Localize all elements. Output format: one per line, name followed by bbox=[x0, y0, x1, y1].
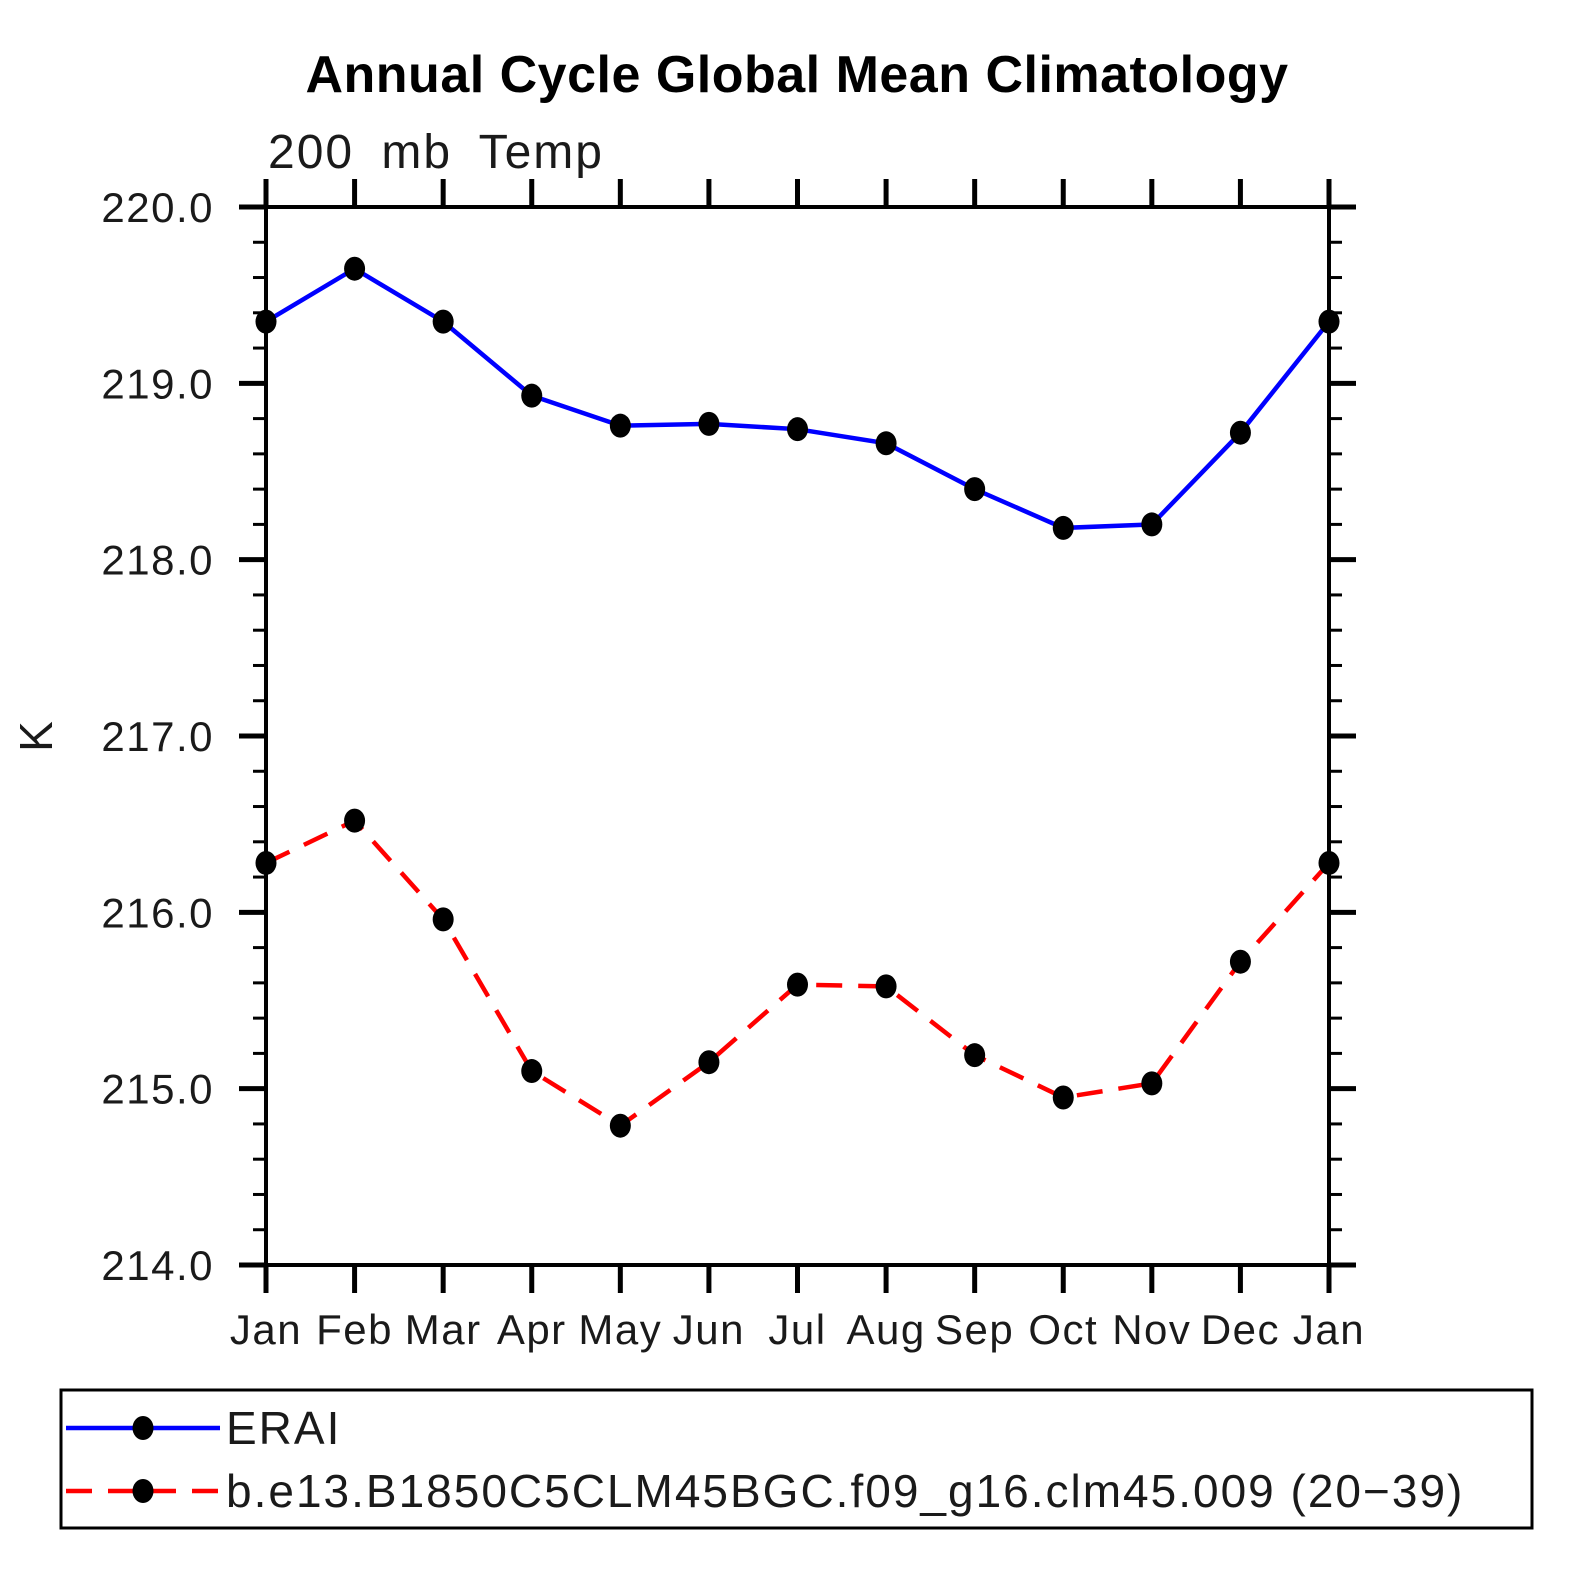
data-point-s1-Jan bbox=[255, 850, 277, 875]
y-tick-label: 216.0 bbox=[101, 889, 214, 936]
data-point-s0-Jan bbox=[255, 309, 277, 334]
x-tick-label: Jan bbox=[230, 1306, 302, 1353]
data-point-s0-Jan bbox=[1318, 309, 1340, 334]
legend-marker-0 bbox=[132, 1416, 154, 1440]
data-point-s1-Jun bbox=[698, 1050, 720, 1075]
chart-subtitle: 200 mb Temp bbox=[268, 126, 604, 179]
data-point-s1-Jan bbox=[1318, 850, 1340, 875]
series-group bbox=[255, 256, 1340, 1138]
y-tick-label: 220.0 bbox=[101, 184, 214, 231]
data-point-s1-Sep bbox=[964, 1043, 986, 1068]
x-tick-label: Mar bbox=[405, 1306, 482, 1353]
data-point-s0-Oct bbox=[1052, 515, 1074, 540]
data-point-s0-Jun bbox=[698, 411, 720, 436]
x-tick-label: Dec bbox=[1201, 1306, 1280, 1353]
series-line-0 bbox=[264, 266, 1331, 531]
x-tick-label: Sep bbox=[935, 1306, 1014, 1353]
x-tick-label: Jul bbox=[768, 1306, 826, 1353]
data-point-s1-Dec bbox=[1229, 949, 1251, 974]
x-tick-label: Jan bbox=[1293, 1306, 1365, 1353]
y-axis-label: K bbox=[10, 720, 62, 752]
legend-label-1: b.e13.B1850C5CLM45BGC.f09_g16.clm45.009 … bbox=[226, 1465, 1464, 1517]
x-tick-label: Nov bbox=[1112, 1306, 1191, 1353]
x-tick-label: Feb bbox=[316, 1306, 393, 1353]
legend-marker-1 bbox=[132, 1479, 154, 1503]
plot-frame bbox=[264, 205, 1331, 1267]
data-point-s0-Aug bbox=[875, 431, 897, 456]
x-tick-label: Jun bbox=[673, 1306, 745, 1353]
data-point-s1-Apr bbox=[521, 1059, 543, 1084]
y-tick-label: 215.0 bbox=[101, 1066, 214, 1113]
data-point-s1-Mar bbox=[432, 907, 454, 932]
chart-title: Annual Cycle Global Mean Climatology bbox=[305, 46, 1288, 104]
data-point-s1-May bbox=[609, 1113, 631, 1138]
data-point-s1-Feb bbox=[344, 808, 366, 833]
x-tick-label: Oct bbox=[1028, 1306, 1098, 1353]
y-tick-label: 214.0 bbox=[101, 1242, 214, 1289]
y-tick-label: 218.0 bbox=[101, 537, 214, 584]
axes: 214.0 215.0 216.0 217.0 218.0 219.0 220.0 Jan Fe… bbox=[101, 179, 1365, 1353]
legend-label-0: ERAI bbox=[226, 1402, 341, 1454]
legend: ERAI b.e13.B1850C5CLM45BGC.f09_g16.clm45.… bbox=[59, 1388, 1534, 1530]
data-point-s1-Aug bbox=[875, 974, 897, 999]
legend-box bbox=[59, 1388, 1534, 1530]
data-point-s0-Mar bbox=[432, 309, 454, 334]
data-point-s0-Feb bbox=[344, 256, 366, 281]
data-point-s0-May bbox=[609, 413, 631, 438]
data-point-s1-Oct bbox=[1052, 1085, 1074, 1110]
data-point-s1-Jul bbox=[787, 972, 808, 997]
data-point-s0-Dec bbox=[1229, 420, 1251, 445]
data-point-s0-Jul bbox=[787, 417, 808, 442]
data-point-s1-Nov bbox=[1141, 1071, 1163, 1096]
x-tick-label: May bbox=[578, 1306, 662, 1353]
data-point-s0-Apr bbox=[521, 383, 543, 408]
y-tick-label: 219.0 bbox=[101, 360, 214, 407]
data-point-s0-Nov bbox=[1141, 512, 1163, 537]
data-point-s0-Sep bbox=[964, 477, 986, 502]
x-tick-label: Apr bbox=[497, 1306, 567, 1353]
y-tick-label: 217.0 bbox=[101, 713, 214, 760]
x-tick-label: Aug bbox=[846, 1306, 925, 1353]
